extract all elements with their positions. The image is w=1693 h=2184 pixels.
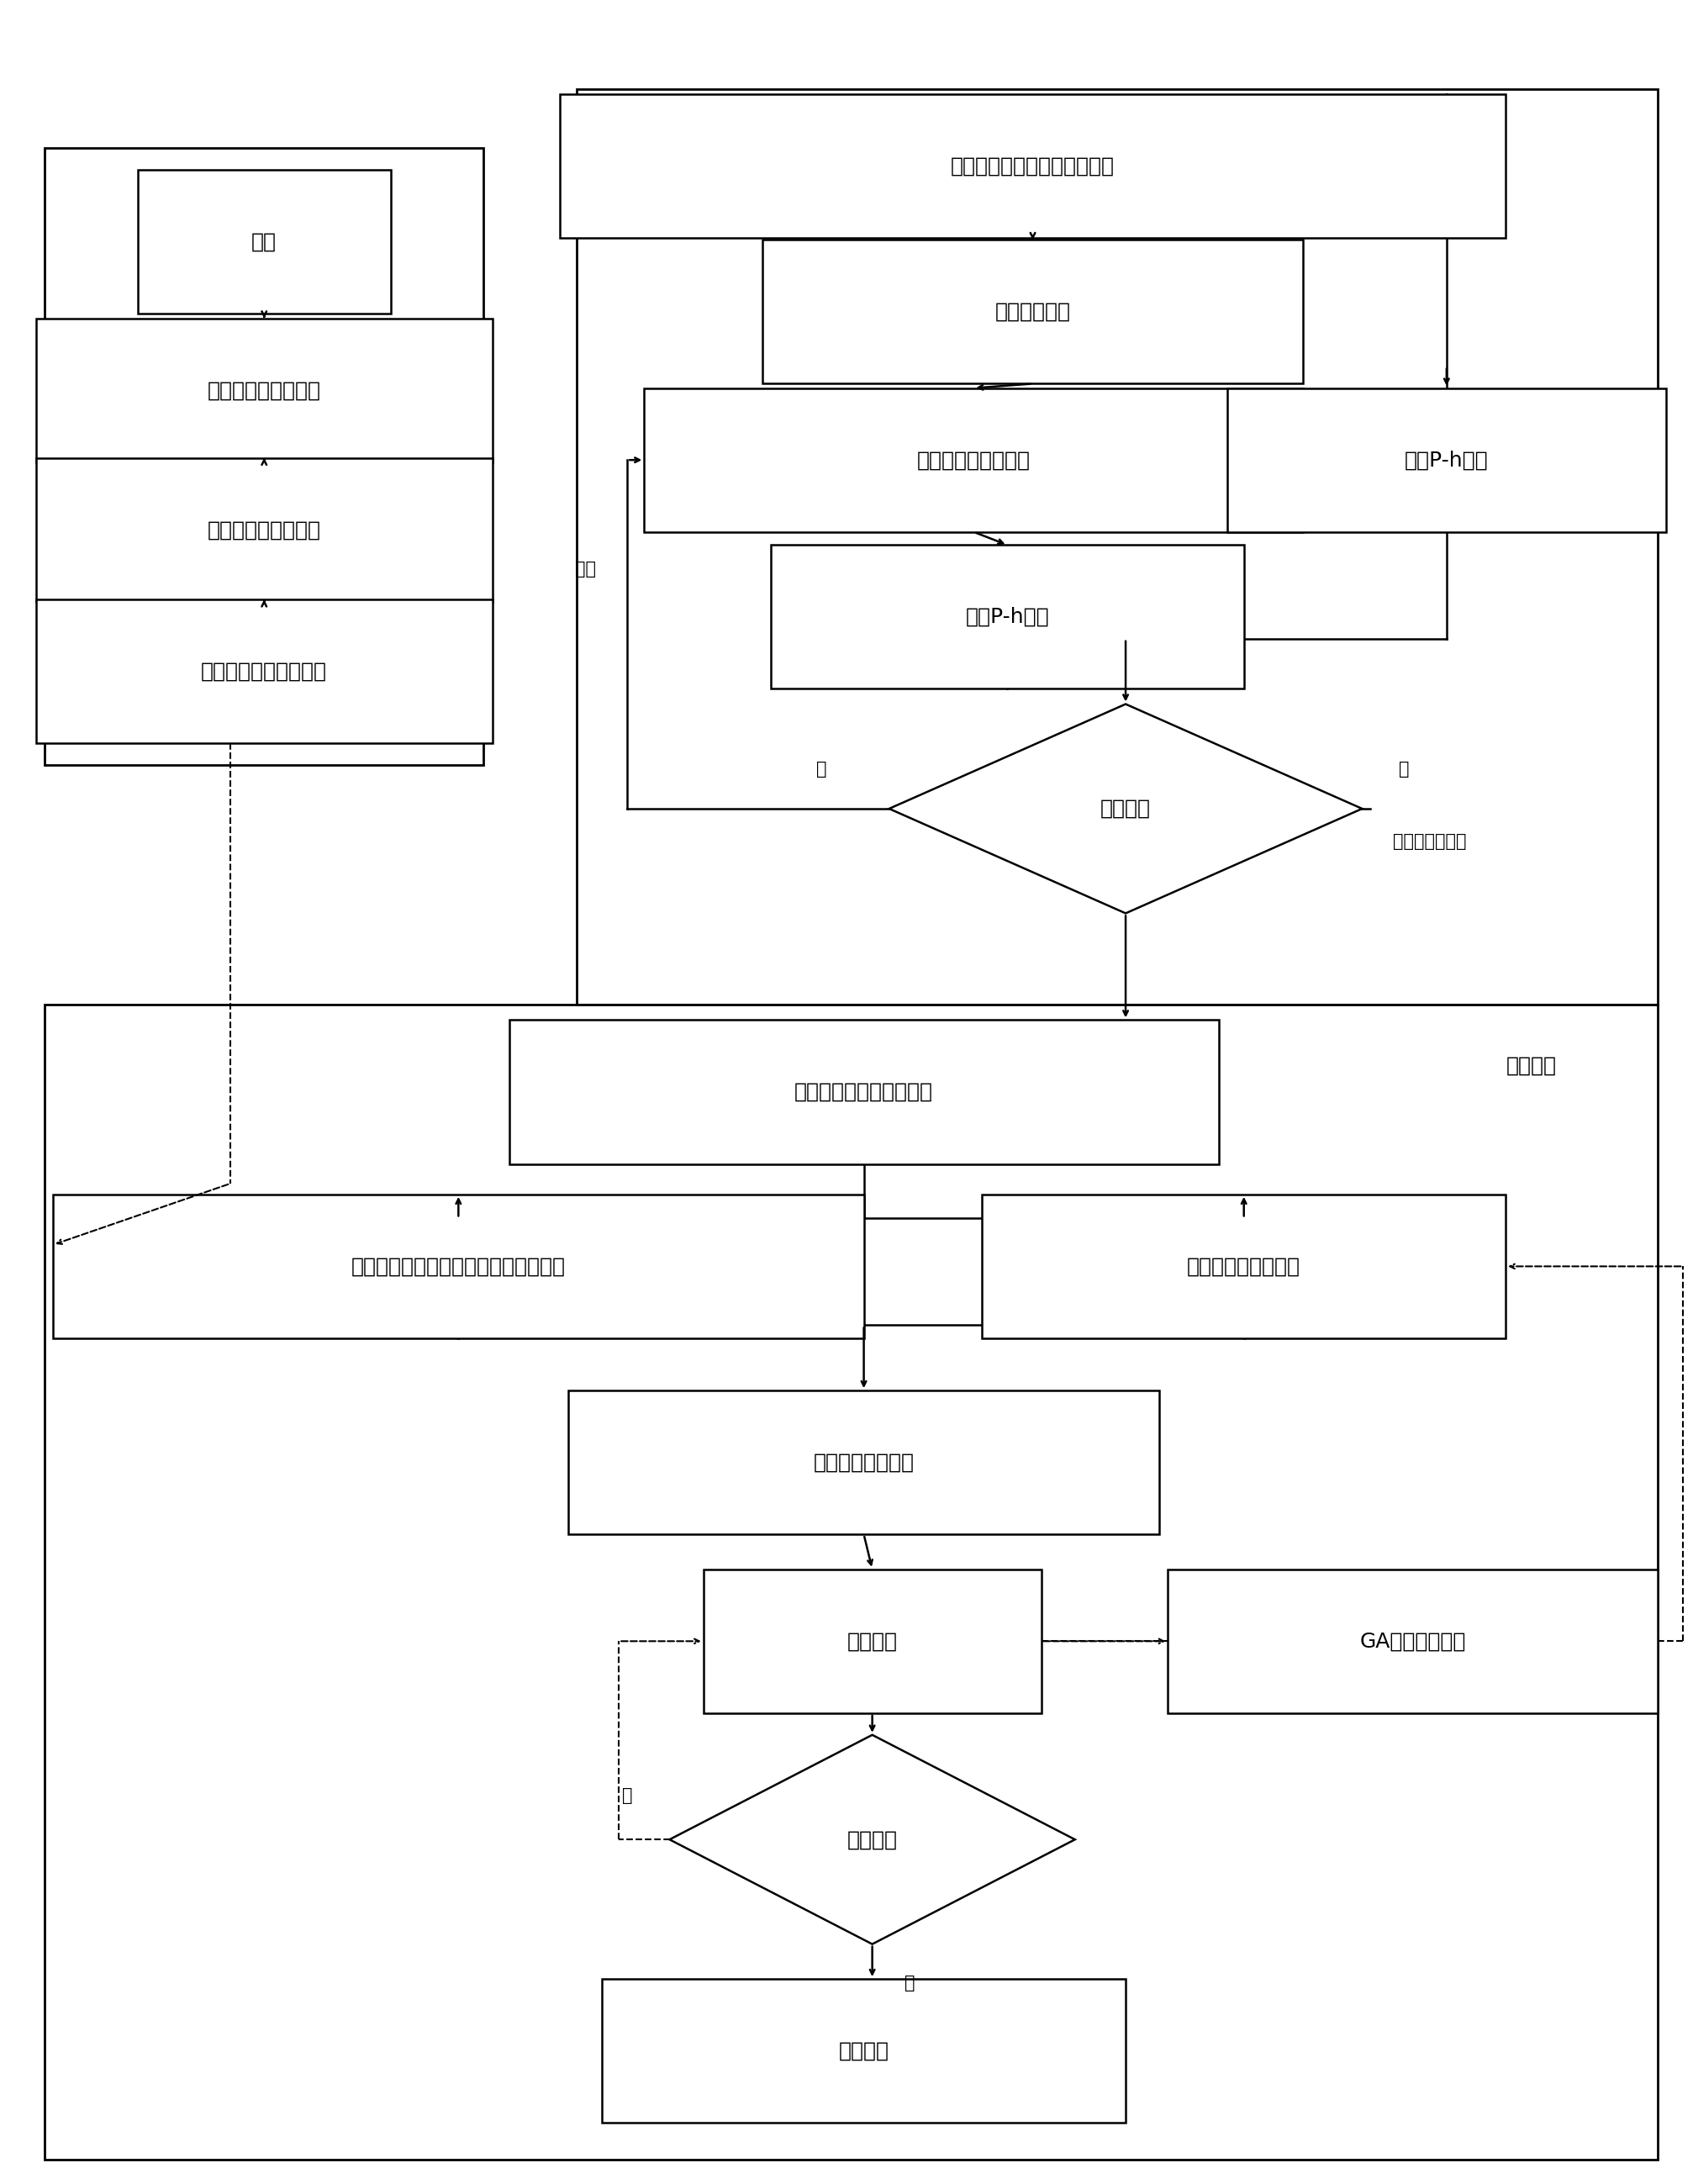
Text: 是否一致: 是否一致 bbox=[1100, 799, 1150, 819]
Text: 否: 否 bbox=[816, 760, 826, 778]
Text: 得到目标响应函数: 得到目标响应函数 bbox=[813, 1452, 914, 1472]
Text: 验证有限元模型: 验证有限元模型 bbox=[1392, 832, 1466, 850]
FancyBboxPatch shape bbox=[52, 1195, 863, 1339]
Text: 修正: 修正 bbox=[574, 561, 596, 577]
FancyBboxPatch shape bbox=[36, 319, 493, 463]
Text: 调用有限元数值模型: 调用有限元数值模型 bbox=[1187, 1256, 1300, 1275]
FancyBboxPatch shape bbox=[510, 1020, 1217, 1164]
FancyBboxPatch shape bbox=[36, 459, 493, 601]
FancyBboxPatch shape bbox=[36, 598, 493, 743]
FancyBboxPatch shape bbox=[1226, 389, 1666, 533]
FancyBboxPatch shape bbox=[762, 240, 1302, 384]
Text: 试验P-h曲线: 试验P-h曲线 bbox=[1403, 450, 1488, 470]
Text: GA自动更新参数: GA自动更新参数 bbox=[1359, 1631, 1464, 1651]
Text: 压痕试验有限元模型: 压痕试验有限元模型 bbox=[916, 450, 1029, 470]
Text: 否: 否 bbox=[621, 1787, 631, 1804]
Text: 根据硬度值合理分区: 根据硬度值合理分区 bbox=[207, 520, 320, 539]
Text: 是: 是 bbox=[1398, 760, 1409, 778]
Text: 是: 是 bbox=[904, 1974, 914, 1992]
Text: 母材进行拉伸试验和压痕试验: 母材进行拉伸试验和压痕试验 bbox=[950, 155, 1114, 177]
Text: 输出结果: 输出结果 bbox=[838, 2040, 889, 2062]
Text: 求解过程: 求解过程 bbox=[1505, 1055, 1556, 1077]
Polygon shape bbox=[669, 1734, 1075, 1944]
Text: 应力应变关系: 应力应变关系 bbox=[994, 301, 1070, 321]
Text: 在每个区进行压痕试验: 在每个区进行压痕试验 bbox=[201, 662, 327, 681]
Polygon shape bbox=[889, 703, 1361, 913]
Text: 读取焊点区域每个测试点压痕试验结果: 读取焊点区域每个测试点压痕试验结果 bbox=[350, 1256, 565, 1275]
Text: 仿真P-h曲线: 仿真P-h曲线 bbox=[965, 607, 1048, 627]
FancyBboxPatch shape bbox=[1166, 1570, 1657, 1712]
Text: 收敛校验: 收敛校验 bbox=[846, 1830, 897, 1850]
FancyBboxPatch shape bbox=[982, 1195, 1505, 1339]
FancyBboxPatch shape bbox=[601, 1979, 1126, 2123]
FancyBboxPatch shape bbox=[567, 1391, 1158, 1535]
FancyBboxPatch shape bbox=[559, 94, 1505, 238]
FancyBboxPatch shape bbox=[643, 389, 1302, 533]
Text: 优化算法: 优化算法 bbox=[846, 1631, 897, 1651]
Text: 给定参数初值和合适区间: 给定参数初值和合适区间 bbox=[794, 1081, 933, 1103]
FancyBboxPatch shape bbox=[703, 1570, 1041, 1712]
Text: 开始: 开始 bbox=[252, 232, 276, 251]
Text: 对焊点进行硬度试验: 对焊点进行硬度试验 bbox=[207, 380, 320, 400]
FancyBboxPatch shape bbox=[770, 546, 1243, 688]
FancyBboxPatch shape bbox=[137, 170, 391, 314]
